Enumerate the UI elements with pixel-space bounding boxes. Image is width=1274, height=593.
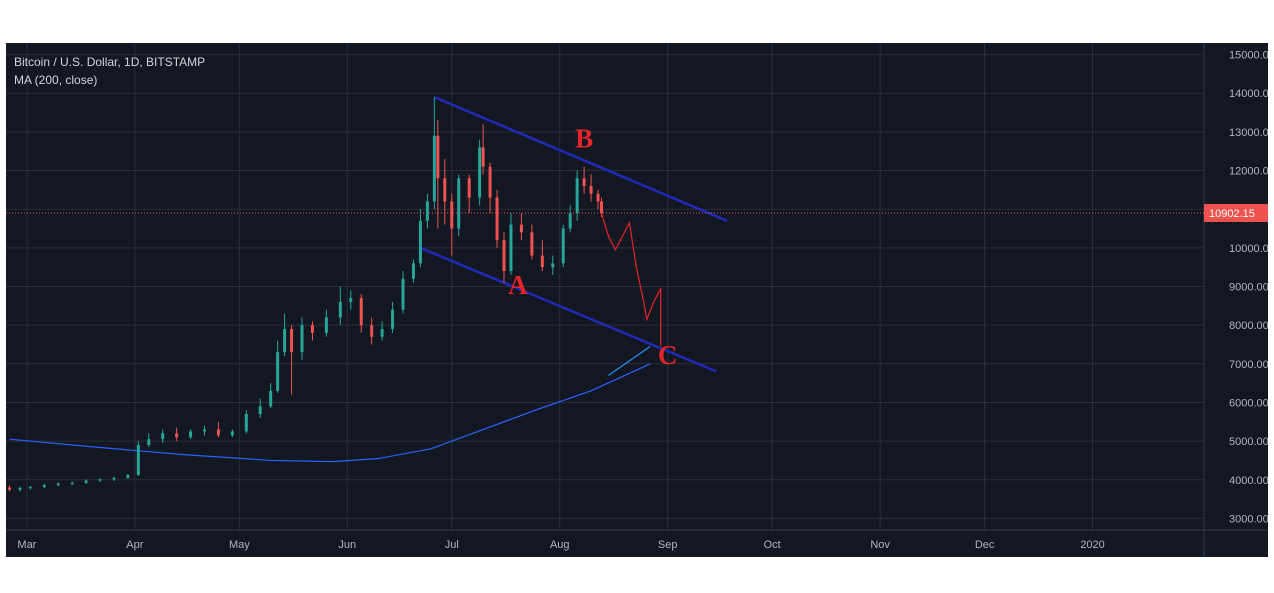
candle-body <box>589 186 593 194</box>
candle-body <box>18 487 22 490</box>
x-tick-label: Dec <box>975 539 995 551</box>
last-price-badge <box>1204 203 1268 222</box>
x-tick-label: Oct <box>764 539 781 551</box>
candle-body <box>324 317 328 333</box>
last-price-label: 10902.15 <box>1209 208 1255 220</box>
candle-body <box>411 263 415 279</box>
candle-body <box>478 147 482 198</box>
candle-body <box>457 178 461 229</box>
candle-body <box>401 278 405 310</box>
candle-body <box>432 135 436 202</box>
x-tick-label: Jun <box>338 539 356 551</box>
candle-body <box>216 429 220 436</box>
candle-body <box>540 255 544 268</box>
candle-body <box>530 232 534 256</box>
candle-body <box>443 178 447 202</box>
candle-body <box>481 147 485 167</box>
x-tick-label: Apr <box>126 539 143 551</box>
upper-channel-line <box>433 95 728 222</box>
indicator-label: MA (200, close) <box>14 73 98 87</box>
candle-body <box>283 329 287 353</box>
candle-body <box>258 406 262 415</box>
candle-body <box>203 429 207 432</box>
y-tick-label: 12000.00 <box>1229 166 1268 178</box>
y-tick-label: 9000.00 <box>1229 282 1268 294</box>
x-tick-label: Jul <box>445 539 459 551</box>
candle-body <box>502 240 506 272</box>
projection-path <box>600 212 662 347</box>
candle-body <box>359 298 363 326</box>
y-tick-label: 6000.00 <box>1229 397 1268 409</box>
candle-body <box>42 485 46 488</box>
candle-body <box>28 487 32 489</box>
x-tick-label: 2020 <box>1080 539 1104 551</box>
candle-body <box>596 193 600 202</box>
candle-body <box>175 433 179 438</box>
y-tick-label: 5000.00 <box>1229 436 1268 448</box>
candle-body <box>7 487 11 490</box>
candle-body <box>551 263 555 268</box>
x-tick-label: May <box>229 539 250 551</box>
candle-body <box>290 329 294 353</box>
ma200-line <box>9 363 651 463</box>
wave-label-c: C <box>658 340 678 370</box>
wave-label-a: A <box>508 270 528 300</box>
candle-body <box>600 201 604 214</box>
wave-label-b: B <box>575 123 593 153</box>
x-tick-label: Mar <box>17 539 36 551</box>
candle-body <box>582 178 586 187</box>
chart-legend: Bitcoin / U.S. Dollar, 1D, BITSTAMP MA (… <box>14 53 205 89</box>
candle-body <box>310 325 314 333</box>
y-tick-label: 7000.00 <box>1229 359 1268 371</box>
ma-projection-line <box>608 345 651 376</box>
candle-body <box>189 431 193 438</box>
candle-body <box>488 166 492 198</box>
candle-body <box>276 352 280 391</box>
x-tick-label: Sep <box>658 539 678 551</box>
candle-body <box>575 178 579 214</box>
candle-body <box>147 439 151 445</box>
candle-body <box>136 444 140 476</box>
y-tick-label: 10000.00 <box>1229 243 1268 255</box>
candle-body <box>467 178 471 198</box>
candle-body <box>391 309 395 330</box>
candle-body <box>425 201 429 221</box>
candle-body <box>161 433 165 440</box>
y-tick-label: 15000.00 <box>1229 50 1268 62</box>
y-tick-label: 13000.00 <box>1229 127 1268 139</box>
y-tick-label: 3000.00 <box>1229 513 1268 525</box>
x-tick-label: Aug <box>550 539 570 551</box>
candle-body <box>568 213 572 229</box>
candle-body <box>450 201 454 229</box>
chart-panel[interactable]: 15000.0014000.0013000.0012000.0011000.00… <box>6 43 1268 557</box>
candle-body <box>380 329 384 337</box>
candle-body <box>112 477 116 480</box>
candle-body <box>418 220 422 264</box>
lower-channel-line <box>419 246 717 373</box>
candle-body <box>269 390 273 407</box>
candle-body <box>244 414 248 432</box>
x-tick-label: Nov <box>870 539 890 551</box>
candle-body <box>70 482 74 484</box>
candle-body <box>561 228 565 264</box>
candle-body <box>56 483 60 486</box>
candle-body <box>436 135 440 179</box>
y-tick-label: 8000.00 <box>1229 320 1268 332</box>
candle-body <box>230 431 234 436</box>
candle-body <box>338 301 342 318</box>
candle-body <box>349 298 353 302</box>
candle-body <box>126 475 130 478</box>
candle-body <box>98 479 102 481</box>
candle-body <box>495 197 499 241</box>
candle-body <box>84 480 88 483</box>
candle-body <box>370 325 374 337</box>
y-tick-label: 14000.00 <box>1229 88 1268 100</box>
candle-body <box>509 224 513 272</box>
candle-body <box>519 224 523 233</box>
candlestick-chart[interactable]: 15000.0014000.0013000.0012000.0011000.00… <box>6 43 1268 557</box>
candle-body <box>300 325 304 353</box>
chart-title: Bitcoin / U.S. Dollar, 1D, BITSTAMP <box>14 55 206 69</box>
y-tick-label: 4000.00 <box>1229 475 1268 487</box>
